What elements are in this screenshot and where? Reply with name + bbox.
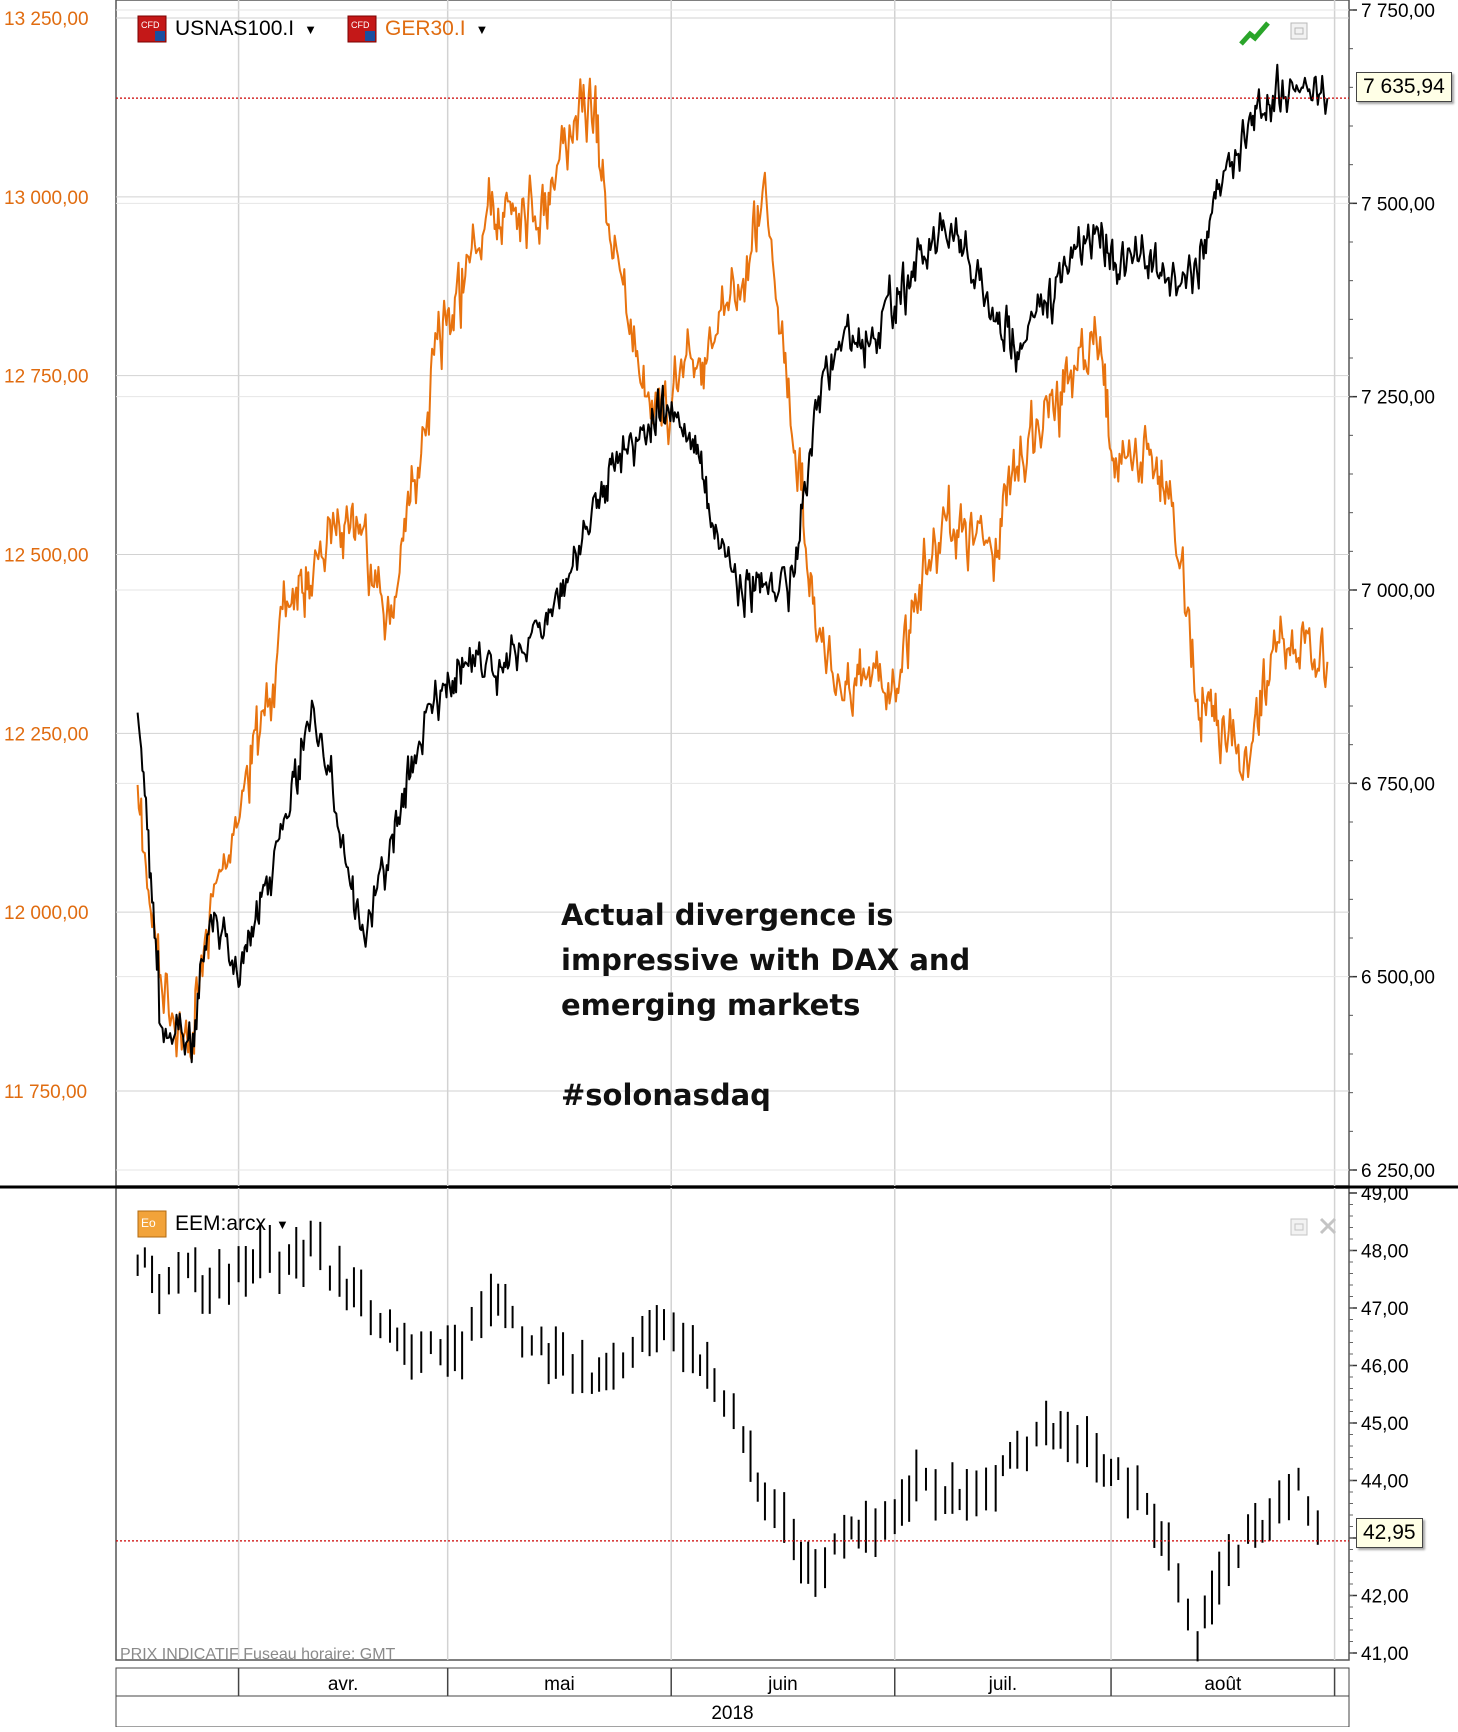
eem-axis-tick-label: 48,00: [1361, 1242, 1409, 1263]
right-axis-tick-label: 7 250,00: [1361, 388, 1435, 409]
top-panel: [115, 0, 1350, 1187]
chevron-down-icon[interactable]: ▼: [304, 21, 317, 37]
month-label: août: [1204, 1674, 1242, 1695]
close-icon[interactable]: [1318, 1216, 1338, 1241]
left-axis-tick-label: 13 250,00: [4, 9, 89, 30]
left-axis-tick-label: 12 500,00: [4, 546, 89, 567]
eem-axis-tick-label: 41,00: [1361, 1644, 1409, 1665]
trend-up-icon[interactable]: [1238, 18, 1272, 53]
legend-eem-label: EEM:arcx: [175, 1212, 267, 1235]
month-axis: [115, 1667, 1350, 1697]
chevron-down-icon[interactable]: ▼: [276, 1216, 289, 1232]
legend-eem[interactable]: Eo EEM:arcx ▼: [137, 1209, 289, 1239]
right-axis-tick-label: 6 500,00: [1361, 968, 1435, 989]
left-axis-tick-label: 12 750,00: [4, 367, 89, 388]
legend-usnas100-label: USNAS100.I: [175, 17, 295, 40]
eem-axis-tick-label: 49,00: [1361, 1184, 1409, 1205]
left-axis-tick-label: 11 750,00: [4, 1082, 87, 1103]
month-label: juil.: [988, 1674, 1018, 1695]
eem-axis-tick-label: 47,00: [1361, 1299, 1409, 1320]
maximize-icon[interactable]: [1290, 1218, 1308, 1241]
annotation-line-3: emerging markets: [561, 988, 861, 1022]
eem-axis-tick-label: 42,00: [1361, 1587, 1409, 1608]
right-axis-tick-label: 6 250,00: [1361, 1161, 1435, 1182]
month-label: mai: [544, 1674, 575, 1695]
eem-axis-tick-label: 44,00: [1361, 1472, 1409, 1493]
right-axis-tick-label: 7 500,00: [1361, 194, 1435, 215]
maximize-icon[interactable]: [1290, 22, 1308, 45]
chevron-down-icon[interactable]: ▼: [475, 21, 489, 37]
ger30-series-line: [136, 77, 1329, 1061]
last-value-badge-usnas100: 7 635,94: [1356, 72, 1452, 102]
annotation: Actual divergence is impressive with DAX…: [561, 893, 1121, 1118]
etf-icon: Eo: [137, 1210, 167, 1238]
year-label: 2018: [711, 1703, 753, 1724]
legend-ger30[interactable]: CFD GER30.I ▼: [347, 14, 488, 44]
month-label: avr.: [328, 1674, 359, 1695]
cfd-icon: CFD: [137, 15, 167, 43]
eem-axis-tick-label: 46,00: [1361, 1357, 1409, 1378]
bottom-panel: [115, 1187, 1350, 1661]
svg-text:CFD: CFD: [141, 20, 160, 30]
legend-usnas100[interactable]: CFD USNAS100.I ▼: [137, 14, 317, 44]
annotation-hashtag: #solonasdaq: [561, 1078, 771, 1112]
annotation-line-2: impressive with DAX and: [561, 943, 971, 977]
svg-text:Eo: Eo: [141, 1216, 156, 1230]
footer-note: PRIX INDICATIF Fuseau horaire: GMT: [120, 1646, 396, 1663]
usnas100-series-line: [136, 63, 1329, 1064]
month-label: juin: [767, 1674, 798, 1695]
year-axis: [115, 1695, 1350, 1728]
left-axis-tick-label: 12 250,00: [4, 724, 89, 745]
right-axis-tick-label: 6 750,00: [1361, 774, 1435, 795]
legend-ger30-label: GER30.I: [385, 17, 466, 40]
cfd-icon: CFD: [347, 15, 377, 43]
right-axis-tick-label: 7 750,00: [1361, 1, 1435, 22]
left-axis-tick-label: 12 000,00: [4, 903, 89, 924]
last-value-badge-eem: 42,95: [1356, 1518, 1423, 1548]
eem-axis-tick-label: 45,00: [1361, 1414, 1409, 1435]
svg-text:CFD: CFD: [351, 20, 370, 30]
right-axis-tick-label: 7 000,00: [1361, 581, 1435, 602]
annotation-line-1: Actual divergence is: [561, 898, 894, 932]
left-axis-tick-label: 13 000,00: [4, 188, 89, 209]
